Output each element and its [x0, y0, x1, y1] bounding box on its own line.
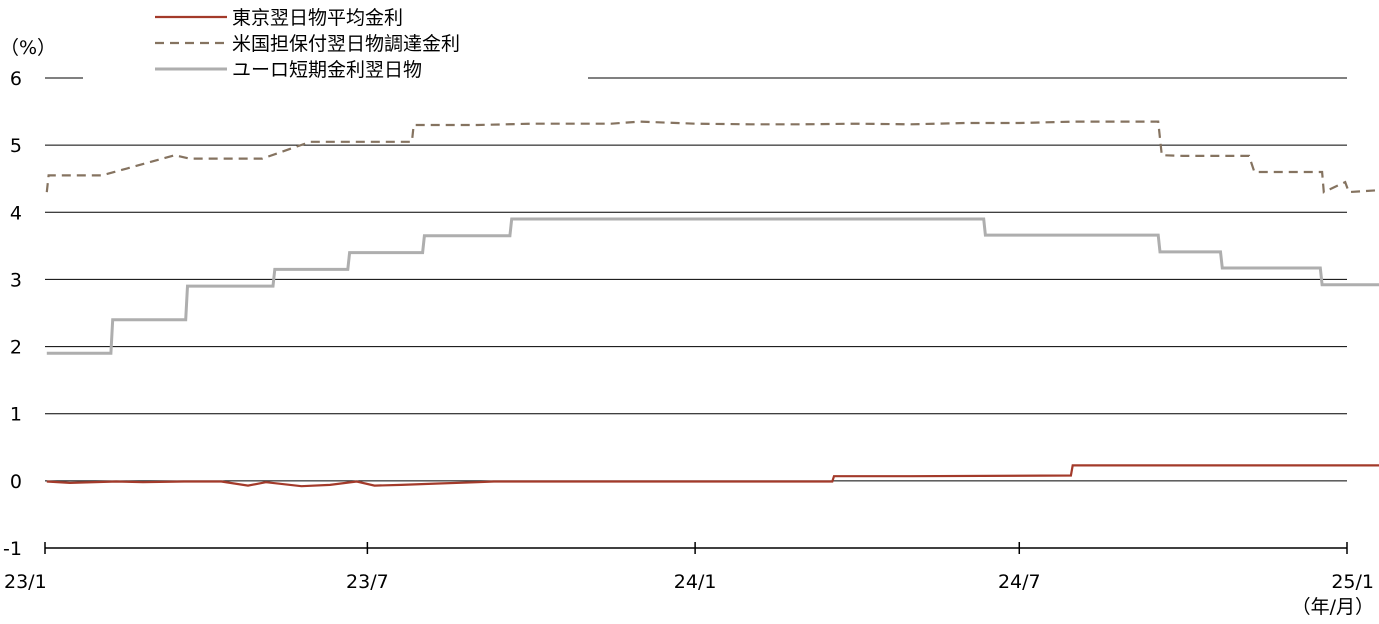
x-tick-label: 25/1: [1331, 571, 1374, 593]
y-axis: -1 0 1 2 3 4 5 6: [3, 68, 22, 560]
y-tick-label: 1: [10, 404, 22, 426]
y-axis-unit: （%）: [0, 37, 56, 59]
y-tick-label: 4: [10, 202, 22, 224]
y-tick-label: -1: [3, 538, 22, 560]
legend-label-2: 米国担保付翌日物調達金利: [232, 33, 460, 55]
series-line-2: [45, 120, 1379, 194]
y-tick-label: 0: [10, 471, 22, 493]
y-tick-label: 6: [10, 68, 22, 90]
legend-label-1: 東京翌日物平均金利: [232, 7, 403, 29]
plot-area: [45, 120, 1379, 488]
series-line-1: [46, 464, 1379, 488]
x-tick-label: 23/1: [4, 571, 47, 593]
y-tick-label: 3: [10, 269, 22, 291]
grid-layer: [45, 77, 1347, 482]
legend-label-3: ユーロ短期金利翌日物: [232, 59, 422, 81]
x-tick-label: 23/7: [346, 571, 389, 593]
y-tick-label: 5: [10, 135, 22, 157]
x-axis: 23/1 23/7 24/1 24/7 25/1: [4, 542, 1374, 593]
series-line-3: [46, 217, 1379, 355]
x-axis-unit: （年/月）: [1292, 596, 1374, 618]
y-tick-label: 2: [10, 337, 22, 359]
x-tick-label: 24/1: [674, 571, 717, 593]
x-tick-label: 24/7: [998, 571, 1041, 593]
